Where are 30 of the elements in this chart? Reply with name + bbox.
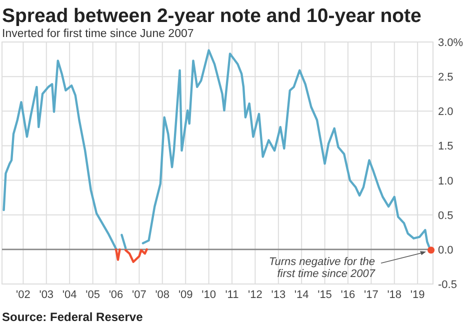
y-tick-label: -0.5 xyxy=(438,279,457,291)
y-tick-label: 2.0 xyxy=(438,106,454,118)
y-tick-label: 1.0 xyxy=(438,175,454,188)
x-tick-label: '15 xyxy=(318,289,332,301)
x-tick-label: '17 xyxy=(364,289,378,301)
y-tick-label: 1.5 xyxy=(438,140,454,153)
x-tick-label: '18 xyxy=(387,289,402,301)
y-tick-label: 3.0% xyxy=(438,37,464,49)
x-tick-label: '05 xyxy=(86,289,100,301)
x-tick-label: '13 xyxy=(271,289,286,301)
x-tick-label: '08 xyxy=(155,289,170,301)
x-tick-label: '03 xyxy=(39,289,54,301)
chart-title: Spread between 2-year note and 10-year note xyxy=(2,5,422,27)
y-tick-label: 0.0 xyxy=(438,244,454,256)
x-tick-label: '06 xyxy=(108,289,124,301)
source-note: Source: Federal Reserve xyxy=(2,310,144,324)
x-tick-label: '14 xyxy=(294,289,309,301)
x-tick-label: '12 xyxy=(248,289,262,301)
y-tick-label: 2.5 xyxy=(438,72,454,84)
x-tick-label: '16 xyxy=(340,289,356,301)
x-tick-label: '19 xyxy=(410,289,425,301)
x-tick-label: '04 xyxy=(62,289,77,301)
x-tick-label: '07 xyxy=(132,289,146,301)
y-tick-label: 0.5 xyxy=(438,210,454,222)
chart-subtitle: Inverted for first time since June 2007 xyxy=(2,28,194,40)
annotation: Turns negative for the first time since 2007 xyxy=(268,256,376,280)
x-tick-label: '09 xyxy=(178,289,193,301)
x-tick-label: '11 xyxy=(225,289,239,301)
x-tick-label: '10 xyxy=(202,289,216,301)
x-tick-label: '02 xyxy=(16,289,30,301)
